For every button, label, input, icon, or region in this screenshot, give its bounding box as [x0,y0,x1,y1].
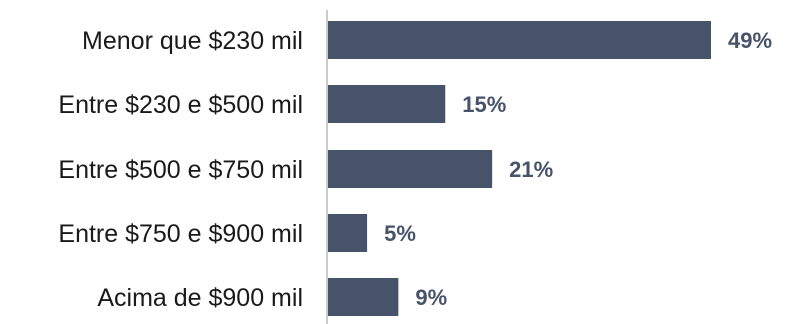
value-label-3: 21% [509,157,553,182]
value-label-2: 15% [462,92,506,117]
category-labels-group: Menor que $230 mil Entre $230 e $500 mil E… [58,27,303,312]
category-label-4: Entre $750 e $900 mil [58,220,303,248]
category-label-2: Entre $230 e $500 mil [58,91,303,119]
value-label-1: 49% [728,28,772,53]
value-label-5: 9% [415,285,447,310]
category-label-1: Menor que $230 mil [82,27,303,55]
category-label-5: Acima de $900 mil [97,284,303,312]
bar-3 [328,150,493,188]
bars-group [328,21,711,316]
value-label-4: 5% [384,221,416,246]
category-label-3: Entre $500 e $750 mil [58,156,303,184]
bar-5 [328,278,399,316]
bar-2 [328,85,446,123]
bar-4 [328,214,368,252]
bar-1 [328,21,711,59]
value-labels-group: 49% 15% 21% 5% 9% [384,28,772,310]
